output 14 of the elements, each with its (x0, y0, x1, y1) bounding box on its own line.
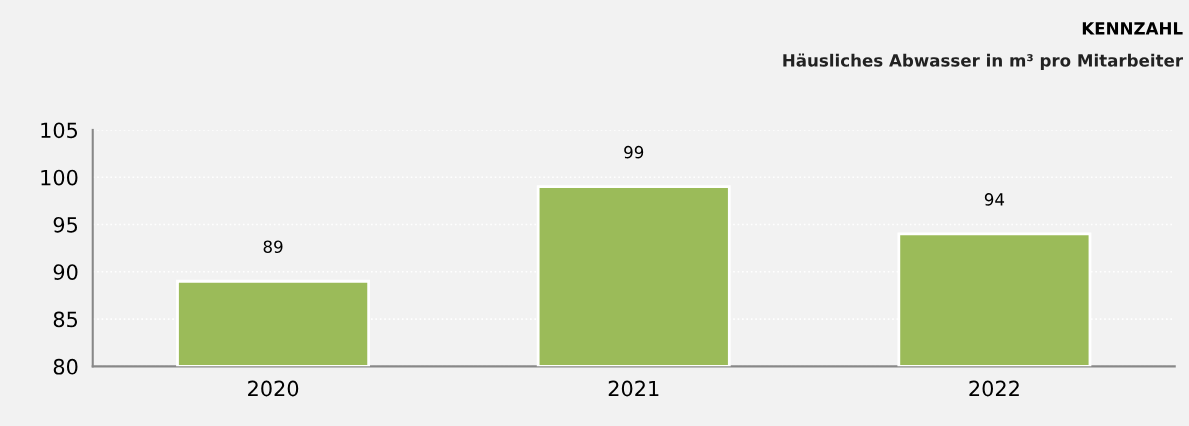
y-tick-label: 90 (53, 264, 78, 280)
y-tick-label: 85 (53, 311, 78, 328)
data-label: 99 (624, 145, 644, 159)
y-tick-label: 100 (41, 169, 78, 186)
chart-subtitle: Häusliches Abwasser in m³ pro Mitarbeiter (783, 53, 1184, 70)
y-tick-label: 80 (53, 358, 78, 375)
data-label: 94 (984, 193, 1005, 206)
x-tick-label: 2021 (608, 380, 659, 397)
x-tick-label: 2022 (969, 380, 1019, 397)
data-label: 89 (263, 240, 283, 254)
y-tick-label: 105 (41, 122, 78, 139)
y-tick-label: 95 (53, 216, 78, 233)
chart-title: KENNZAHL (1082, 22, 1183, 35)
x-tick-label: 2020 (248, 380, 299, 397)
